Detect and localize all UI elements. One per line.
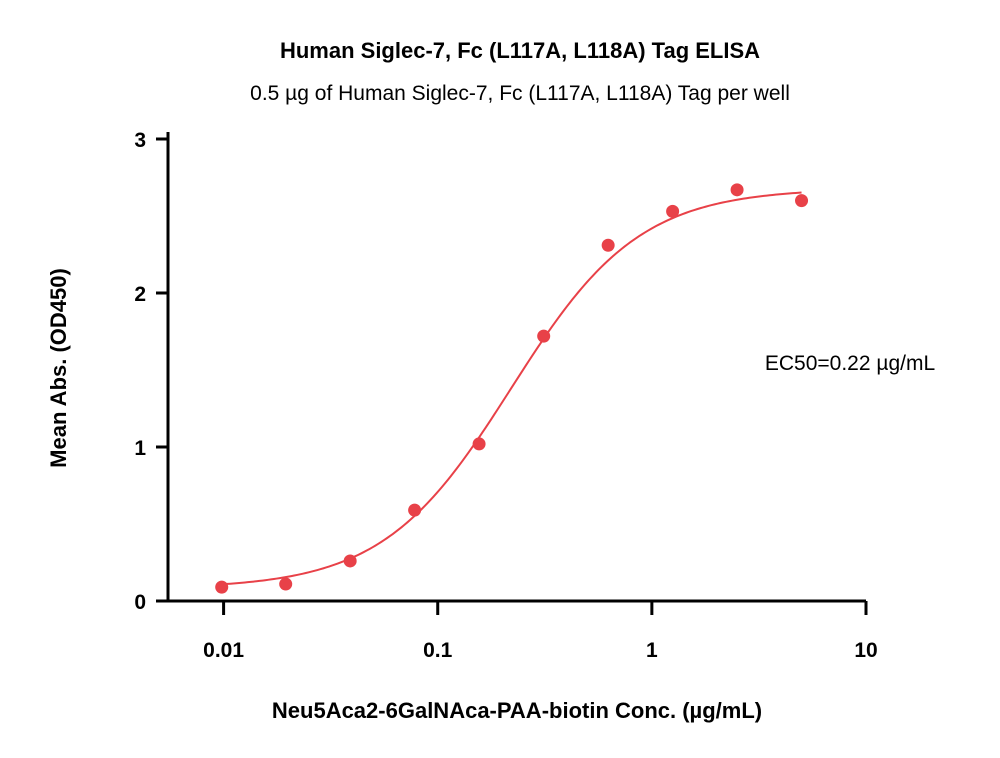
data-point: [537, 329, 551, 343]
x-axis: 0.01 0.1 1 10: [167, 599, 878, 662]
y-tick-label: 3: [134, 129, 146, 152]
x-tick-label: 1: [646, 639, 658, 662]
ec50-annotation: EC50=0.22 µg/mL: [765, 352, 935, 375]
fit-curve: [221, 191, 802, 586]
y-tick-label: 2: [134, 283, 146, 306]
x-axis-label: Neu5Aca2-6GalNAca-PAA-biotin Conc. (µg/m…: [272, 698, 762, 723]
data-point: [215, 580, 229, 594]
y-axis: 0 1 2 3: [134, 129, 170, 614]
data-point: [408, 503, 422, 517]
x-tick-label: 0.01: [203, 639, 244, 662]
x-tick-label: 0.1: [423, 639, 453, 662]
y-tick-label: 0: [134, 591, 146, 614]
data-point: [279, 577, 293, 591]
chart-title: Human Siglec-7, Fc (L117A, L118A) Tag EL…: [280, 38, 760, 63]
data-point: [601, 238, 615, 252]
chart-subtitle: 0.5 µg of Human Siglec-7, Fc (L117A, L11…: [250, 82, 790, 105]
y-axis-label: Mean Abs. (OD450): [46, 268, 71, 468]
data-points: [215, 183, 809, 594]
data-point: [730, 183, 744, 197]
data-point: [343, 554, 357, 568]
data-point: [795, 194, 809, 208]
data-point: [666, 204, 680, 218]
y-tick-label: 1: [134, 437, 146, 460]
x-tick-label: 10: [854, 639, 877, 662]
data-point: [472, 437, 486, 451]
